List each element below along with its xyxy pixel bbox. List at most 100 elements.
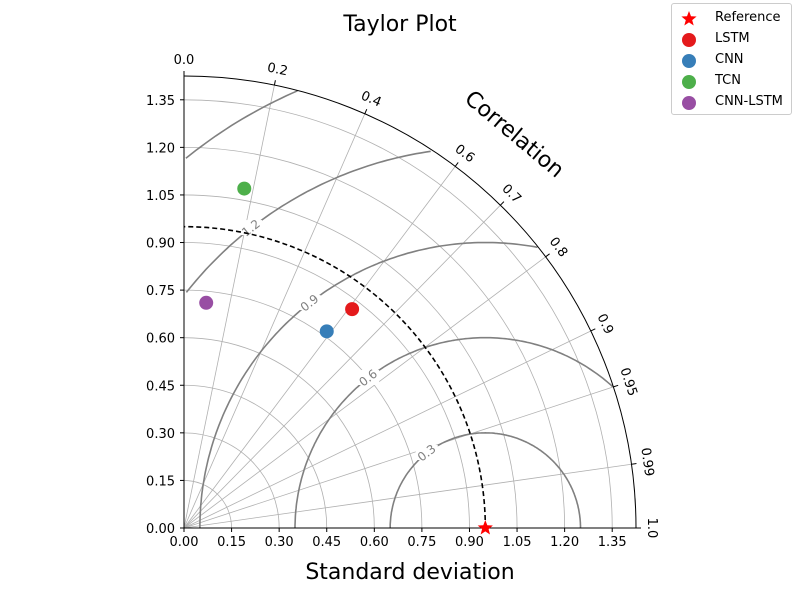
rms-label-bg [415, 445, 438, 461]
data-points [199, 181, 493, 535]
y-tick-label: 1.35 [146, 94, 175, 109]
std-grid-arc [183, 432, 280, 529]
rms-contour [185, 90, 298, 159]
legend-item-lstm: LSTM [672, 30, 793, 50]
point-cnn-lstm [199, 295, 214, 310]
correlation-grid-line [183, 463, 632, 529]
correlation-axis-label: Correlation [460, 86, 569, 183]
std-grid-arc [183, 289, 423, 529]
circle-marker-icon [682, 96, 696, 110]
legend: Reference LSTM CNN TCN CNN-LSTM [671, 3, 792, 115]
std-grid-arc [183, 384, 328, 529]
x-tick-label: 0.45 [312, 535, 341, 550]
correlation-tick-label: 0.0 [174, 53, 195, 68]
correlation-tick [500, 201, 505, 206]
legend-item-cnn-lstm: CNN-LSTM [672, 93, 793, 113]
outer-arc [183, 75, 637, 529]
correlation-grid-line [183, 386, 614, 529]
reference-star [477, 520, 493, 535]
correlation-tick-label: 0.8 [546, 235, 570, 261]
reference-arc [183, 225, 487, 529]
point-cnn [319, 324, 334, 339]
x-tick-label: 1.05 [503, 535, 532, 550]
x-tick-label: 0.15 [217, 535, 246, 550]
rms-label-bg [357, 370, 380, 386]
circle-marker-icon [682, 33, 696, 47]
rms-label-bg [298, 295, 321, 311]
y-tick-label: 0.00 [146, 522, 175, 537]
rms-contour [185, 150, 431, 293]
std-grid-arc [183, 337, 375, 529]
correlation-grid-line [183, 85, 275, 529]
correlation-tick [590, 328, 596, 332]
point-lstm [345, 302, 360, 317]
x-tick-label: 0.75 [407, 535, 436, 550]
y-tick-label: 1.20 [146, 141, 175, 156]
correlation-tick-label: 0.6 [452, 142, 478, 166]
chart-title: Taylor Plot [342, 12, 457, 37]
legend-dot [682, 75, 696, 89]
circle-marker-icon [682, 54, 696, 68]
legend-label: CNN [715, 52, 744, 67]
correlation-tick-label: 1.0 [644, 518, 659, 539]
legend-star [681, 11, 697, 26]
y-tick-label: 0.30 [146, 427, 175, 442]
legend-label: Reference [715, 10, 781, 25]
x-axis-label: Standard deviation [305, 560, 514, 585]
correlation-grid-line [183, 330, 591, 529]
correlation-tick-label: 0.2 [266, 61, 289, 80]
correlation-tick [631, 463, 637, 465]
legend-item-reference: Reference [672, 9, 793, 29]
correlation-grid-line [183, 204, 501, 529]
correlation-grid-line [183, 166, 456, 529]
x-tick-label: 0.60 [360, 535, 389, 550]
correlation-grid-line [183, 256, 546, 529]
y-tick-label: 1.05 [146, 189, 175, 204]
labels: Taylor Plot Standard deviation Correlation [305, 12, 568, 585]
legend-item-cnn: CNN [672, 51, 793, 71]
rms-contours: 0.30.60.91.2 [185, 90, 614, 528]
x-tick-label: 1.35 [598, 535, 627, 550]
rms-contour [389, 431, 582, 528]
y-tick-label: 0.60 [146, 332, 175, 347]
legend-dot [682, 96, 696, 110]
y-tick-label: 0.90 [146, 237, 175, 252]
correlation-tick [454, 162, 459, 167]
correlation-tick-label: 0.95 [616, 366, 639, 398]
correlation-tick [613, 384, 619, 388]
legend-label: TCN [715, 73, 741, 88]
rms-contour [294, 336, 614, 528]
std-grid-arc [183, 194, 518, 529]
correlation-tick-label: 0.4 [359, 89, 384, 111]
point-tcn [237, 181, 252, 196]
correlation-tick [545, 253, 550, 258]
x-tick-label: 0.30 [265, 535, 294, 550]
grid-lines [183, 76, 636, 529]
correlation-grid-line [183, 113, 366, 529]
correlation-tick-label: 0.9 [593, 312, 616, 337]
y-tick-label: 0.15 [146, 474, 175, 489]
reference-std-arc [183, 225, 487, 529]
correlation-tick-label: 0.99 [637, 447, 656, 478]
rms-label-bg [239, 220, 262, 236]
x-tick-label: 0.00 [170, 535, 199, 550]
std-grid-arc [183, 146, 566, 529]
axes: 0.000.000.150.150.300.300.450.450.600.60… [146, 53, 659, 550]
std-grid-arc [183, 99, 613, 529]
legend-label: CNN-LSTM [715, 94, 783, 109]
circle-marker-icon [682, 75, 696, 89]
correlation-tick [273, 80, 276, 86]
x-tick-label: 1.20 [550, 535, 579, 550]
star-marker-icon [681, 11, 697, 26]
legend-item-tcn: TCN [672, 72, 793, 92]
y-tick-label: 0.75 [146, 284, 175, 299]
y-tick-label: 0.45 [146, 379, 175, 394]
std-grid-arc [183, 480, 232, 529]
legend-dot [682, 33, 696, 47]
std-grid-arc [183, 242, 470, 529]
correlation-tick [364, 108, 368, 114]
legend-label: LSTM [715, 31, 750, 46]
legend-dot [682, 54, 696, 68]
x-tick-label: 0.90 [455, 535, 484, 550]
